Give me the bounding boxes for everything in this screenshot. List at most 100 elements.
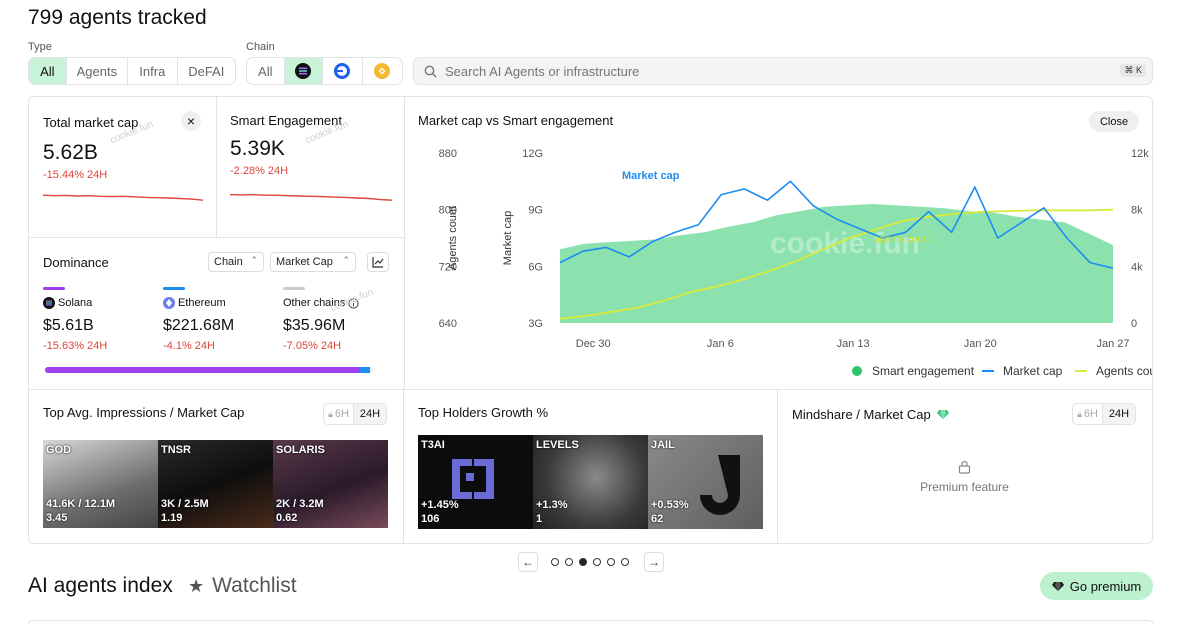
bnb-icon (374, 63, 391, 79)
tile-name: SOLARIS (276, 444, 325, 456)
agents-axis-label: Agents count (447, 206, 459, 270)
impressions-tile-god[interactable]: GOD 41.6K / 12.1M 3.45 (43, 440, 158, 528)
star-icon: ★ (188, 575, 205, 596)
mindshare-title: Mindshare / Market Cap (792, 407, 931, 422)
chart-toggle-button[interactable] (367, 252, 389, 272)
next-page-button[interactable]: → (644, 552, 664, 572)
market-cap-axis-label: Market cap (502, 211, 514, 265)
tile-score: 3.45 (46, 512, 68, 524)
solana-value: $5.61B (43, 317, 94, 334)
search-input[interactable] (445, 63, 1045, 79)
impressions-tile-tnsr[interactable]: TNSR 3K / 2.5M 1.19 (158, 440, 273, 528)
agents-count-inline-label: agents count (874, 234, 931, 245)
engagement-axis-tick: 0 (1131, 318, 1137, 330)
index-title: AI agents index (28, 574, 173, 597)
holders-tile-levels[interactable]: LEVELS +1.3% 1 (533, 435, 648, 529)
watchlist-tab[interactable]: ★ Watchlist (188, 574, 297, 598)
market-cap-axis-tick: 12G (522, 148, 543, 160)
legend-entry: Smart engagement (872, 364, 975, 378)
dominance-metric-select[interactable]: Market Cap ⌃ (270, 252, 356, 272)
page-dots (548, 556, 632, 568)
type-infra[interactable]: Infra (128, 58, 178, 84)
info-icon[interactable] (348, 297, 359, 309)
ethereum-icon (163, 297, 175, 309)
ethereum-label: Ethereum (163, 297, 226, 309)
legend-entry: Market cap (1003, 364, 1063, 378)
page-dot[interactable] (593, 558, 601, 566)
type-all[interactable]: All (29, 58, 67, 84)
main-chart-title: Market cap vs Smart engagement (418, 113, 614, 128)
tile-holders: 106 (421, 513, 440, 525)
engagement-axis-tick: 12k (1131, 148, 1149, 160)
chain-filter: All (246, 57, 403, 85)
other-chains-change: -7.05% 24H (283, 340, 342, 352)
page-dot[interactable] (565, 558, 573, 566)
go-premium-label: Go premium (1069, 578, 1142, 594)
impressions-tile-solaris[interactable]: SOLARIS 2K / 3.2M 0.62 (273, 440, 388, 528)
solana-change: -15.63% 24H (43, 340, 108, 352)
dominance-bar (45, 367, 373, 373)
holders-tile-jail[interactable]: JAIL +0.53% 62 (648, 435, 763, 529)
premium-feature-label: Premium feature (920, 480, 1009, 494)
close-icon[interactable]: × (181, 111, 201, 131)
lock-icon (958, 460, 971, 474)
ethereum-color-bar (163, 287, 185, 290)
search-icon (424, 65, 437, 77)
holders-tile-t3ai[interactable]: T3AI +1.45% 106 (418, 435, 533, 529)
chart-close-button[interactable]: Close (1089, 111, 1139, 132)
page-dot[interactable] (607, 558, 615, 566)
engagement-axis-tick: 8k (1131, 205, 1143, 217)
agents-axis-tick: 880 (439, 148, 457, 160)
diamond-icon (936, 410, 949, 419)
agents-axis-tick: 640 (439, 318, 457, 330)
chevron-updown-icon: ⌃ (342, 255, 350, 265)
index-table-top (28, 620, 1153, 624)
other-chains-value: $35.96M (283, 317, 346, 334)
mindshare-6h[interactable]: 🔒︎ 6H (1073, 404, 1102, 424)
tile-growth: +1.3% (536, 499, 568, 511)
lock-icon: 🔒︎ (328, 408, 333, 419)
type-defai[interactable]: DeFAI (188, 63, 225, 79)
total-market-cap-value: 5.62B (43, 141, 98, 164)
tile-name: TNSR (161, 444, 191, 456)
total-market-cap-sparkline (43, 194, 203, 201)
holders-title: Top Holders Growth % (418, 405, 549, 420)
type-agents[interactable]: Agents (67, 58, 129, 84)
chain-bnb[interactable] (363, 58, 402, 84)
sparkline-path (43, 194, 203, 201)
page-dot[interactable] (579, 558, 587, 566)
x-axis-tick: Dec 30 (576, 338, 611, 350)
tile-growth: +1.45% (421, 499, 459, 511)
market-cap-axis-tick: 3G (528, 318, 543, 330)
page-dot[interactable] (621, 558, 629, 566)
ethereum-value: $221.68M (163, 317, 235, 334)
impressions-24h[interactable]: 24H (353, 404, 386, 424)
lock-icon: 🔒︎ (1077, 408, 1082, 419)
chain-solana[interactable] (284, 58, 324, 84)
tile-name: JAIL (651, 439, 675, 451)
dominance-chain-select[interactable]: Chain ⌃ (208, 252, 264, 272)
page-dot[interactable] (551, 558, 559, 566)
search-bar[interactable]: ⌘ K (413, 57, 1153, 85)
agents-count-line (559, 208, 1114, 320)
mindshare-24h[interactable]: 24H (1102, 404, 1135, 424)
impressions-6h[interactable]: 🔒︎ 6H (324, 404, 353, 424)
dominance-title: Dominance (43, 255, 109, 270)
metric-select-value: Market Cap (276, 256, 333, 268)
chevron-updown-icon: ⌃ (250, 255, 258, 265)
sparkline-path (230, 193, 392, 201)
go-premium-button[interactable]: Go premium (1040, 572, 1153, 600)
watchlist-label: Watchlist (212, 574, 297, 597)
mindshare-6h-label: 6H (1083, 408, 1098, 420)
prev-page-button[interactable]: ← (518, 552, 538, 572)
chain-base[interactable] (323, 58, 363, 84)
search-shortcut: ⌘ K (1120, 64, 1146, 77)
solana-icon (43, 297, 55, 309)
agents-axis-tick: 800 (439, 205, 457, 217)
base-icon (334, 63, 351, 79)
chart-watermark: cookie.fun (770, 227, 920, 260)
chain-all[interactable]: All (247, 58, 285, 84)
x-axis-tick: Jan 6 (707, 338, 734, 350)
tile-ratio: 41.6K / 12.1M (46, 498, 116, 510)
mindshare-title-row: Mindshare / Market Cap (792, 407, 949, 422)
